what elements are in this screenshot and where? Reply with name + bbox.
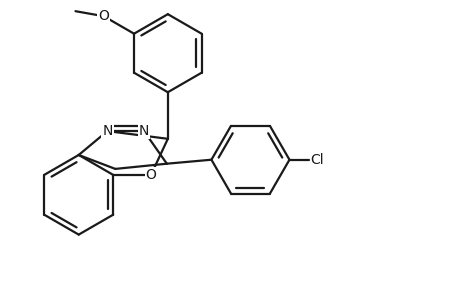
Text: O: O <box>98 9 109 23</box>
Text: N: N <box>139 124 149 138</box>
Text: Cl: Cl <box>310 153 323 167</box>
Text: O: O <box>145 168 156 182</box>
Text: N: N <box>102 124 112 138</box>
